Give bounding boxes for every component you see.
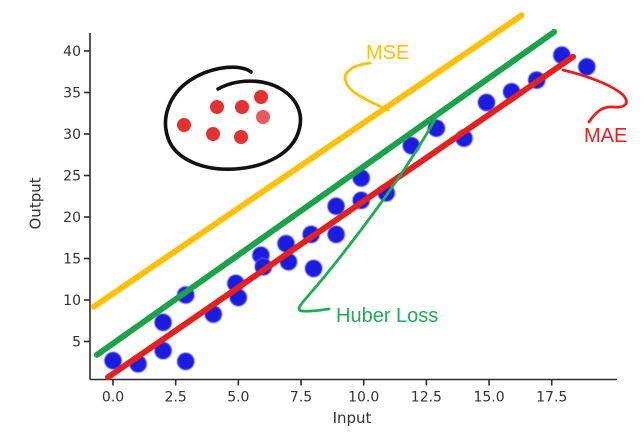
mae-arrow-icon bbox=[561, 68, 628, 124]
huber-arrow-icon bbox=[297, 112, 440, 313]
data-point bbox=[577, 57, 597, 77]
outlier-ellipse-outline bbox=[163, 65, 303, 171]
data-point bbox=[103, 351, 123, 371]
data-point bbox=[153, 312, 173, 332]
outlier-dots bbox=[177, 90, 270, 144]
y-tick-label: 20 bbox=[63, 210, 81, 226]
y-tick-label: 30 bbox=[63, 127, 81, 143]
annotation-arrows bbox=[297, 61, 628, 313]
y-axis-label: Output bbox=[26, 177, 45, 230]
outlier-dot bbox=[210, 100, 224, 114]
outlier-dot bbox=[254, 90, 268, 104]
y-tick-label: 10 bbox=[63, 293, 81, 309]
y-tick-label: 35 bbox=[63, 86, 81, 102]
fit-lines bbox=[90, 12, 576, 381]
data-point bbox=[326, 224, 346, 244]
data-point bbox=[326, 196, 346, 216]
mse-line bbox=[90, 12, 525, 310]
x-axis-label: Input bbox=[332, 409, 372, 427]
x-tick-label: 12.5 bbox=[411, 390, 442, 406]
data-point bbox=[304, 259, 324, 278]
y-tick-label: 15 bbox=[63, 252, 81, 268]
mse-arrow-icon bbox=[343, 61, 390, 112]
x-tick-label: 7.5 bbox=[290, 390, 312, 406]
mse-label: MSE bbox=[366, 42, 410, 64]
outlier-cluster-sketch bbox=[163, 65, 303, 171]
x-tick-label: 5.0 bbox=[227, 390, 249, 406]
x-tick-label: 0.0 bbox=[102, 390, 124, 406]
x-tick-label: 2.5 bbox=[165, 390, 187, 406]
outlier-dot bbox=[206, 127, 220, 141]
y-tick-label: 40 bbox=[63, 44, 81, 60]
outlier-dot bbox=[235, 100, 249, 114]
mae-label: MAE bbox=[584, 125, 628, 147]
data-point bbox=[176, 351, 196, 371]
y-tick-label: 5 bbox=[72, 335, 81, 351]
huber-loss-line bbox=[94, 28, 558, 358]
x-tick-label: 10.0 bbox=[348, 390, 379, 406]
outlier-dot bbox=[234, 130, 248, 144]
x-tick-label: 17.5 bbox=[536, 390, 567, 406]
data-point bbox=[477, 93, 496, 112]
outlier-dot bbox=[177, 118, 191, 132]
axes: 5 10 15 20 25 30 35 40 0.0 2.5 5.0 7.5 10.0 12.5 15.0 1… bbox=[63, 33, 617, 406]
outlier-dot bbox=[256, 110, 270, 124]
mae-line bbox=[105, 53, 576, 381]
x-tick-label: 15.0 bbox=[473, 390, 504, 406]
y-tick-label: 25 bbox=[63, 169, 81, 185]
huber-loss-label: Huber Loss bbox=[336, 305, 439, 327]
